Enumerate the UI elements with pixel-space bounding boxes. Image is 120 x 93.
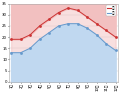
Legend: 最高, 最低: 最高, 最低 — [106, 5, 116, 16]
